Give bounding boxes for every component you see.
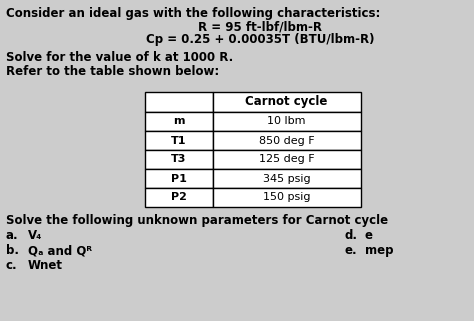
Text: Solve for the value of k at 1000 R.: Solve for the value of k at 1000 R. bbox=[6, 51, 233, 64]
Text: d.: d. bbox=[345, 229, 358, 242]
Bar bbox=[145, 131, 212, 150]
Text: mep: mep bbox=[365, 244, 393, 257]
Text: T3: T3 bbox=[171, 154, 186, 164]
Text: T1: T1 bbox=[171, 135, 186, 145]
Text: P1: P1 bbox=[171, 173, 186, 184]
Bar bbox=[212, 112, 361, 131]
Text: Cp = 0.25 + 0.00035T (BTU/lbm-R): Cp = 0.25 + 0.00035T (BTU/lbm-R) bbox=[146, 33, 374, 46]
Text: e: e bbox=[365, 229, 373, 242]
Text: V₄: V₄ bbox=[28, 229, 42, 242]
Bar bbox=[212, 150, 361, 169]
Bar bbox=[145, 169, 212, 188]
Bar bbox=[212, 188, 361, 207]
Text: P2: P2 bbox=[171, 193, 186, 203]
Text: 850 deg F: 850 deg F bbox=[259, 135, 314, 145]
Text: e.: e. bbox=[345, 244, 357, 257]
Text: Refer to the table shown below:: Refer to the table shown below: bbox=[6, 65, 219, 78]
Text: m: m bbox=[173, 117, 184, 126]
Text: 10 lbm: 10 lbm bbox=[267, 117, 306, 126]
Text: 150 psig: 150 psig bbox=[263, 193, 310, 203]
Bar bbox=[145, 92, 212, 112]
Bar bbox=[145, 150, 212, 169]
Bar bbox=[212, 169, 361, 188]
Text: Qₐ and Qᴿ: Qₐ and Qᴿ bbox=[28, 244, 92, 257]
Text: a.: a. bbox=[6, 229, 18, 242]
Text: Consider an ideal gas with the following characteristics:: Consider an ideal gas with the following… bbox=[6, 7, 380, 20]
Text: b.: b. bbox=[6, 244, 19, 257]
Bar bbox=[212, 92, 361, 112]
Text: Solve the following unknown parameters for Carnot cycle: Solve the following unknown parameters f… bbox=[6, 214, 388, 227]
Bar bbox=[145, 188, 212, 207]
Bar bbox=[145, 112, 212, 131]
Bar bbox=[212, 131, 361, 150]
Text: R = 95 ft-lbf/lbm-R: R = 95 ft-lbf/lbm-R bbox=[198, 20, 322, 33]
Text: Carnot cycle: Carnot cycle bbox=[246, 96, 328, 108]
Text: 345 psig: 345 psig bbox=[263, 173, 310, 184]
Text: Wnet: Wnet bbox=[28, 259, 63, 272]
Text: c.: c. bbox=[6, 259, 18, 272]
Text: 125 deg F: 125 deg F bbox=[259, 154, 314, 164]
